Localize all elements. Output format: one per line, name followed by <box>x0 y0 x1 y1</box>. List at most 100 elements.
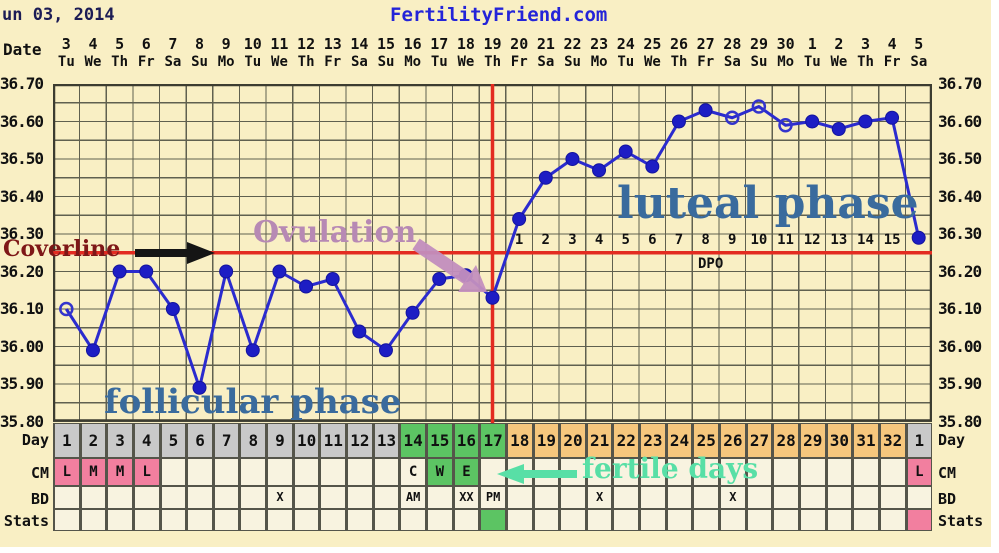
date-number: 13 <box>323 35 342 53</box>
cycle-day-row: 1 2 3 4 5 6 7 8 9 10 11 12 13 14 15 16 17 18 19 20 21 22 23 24 2… <box>53 423 933 458</box>
follicular-phase-label: follicular phase <box>104 382 402 422</box>
day-row-label-right: Day <box>938 431 966 449</box>
dpo-number: 14 <box>857 232 874 248</box>
bd-cell-30 <box>825 486 853 509</box>
y-tick-right: 36.70 <box>938 74 982 93</box>
temp-point-day-20 <box>565 152 580 166</box>
weekday: Mo <box>404 54 422 70</box>
dpo-number: 4 <box>594 232 604 248</box>
dpo-number: 13 <box>830 232 848 248</box>
weekday: Sa <box>350 54 368 70</box>
ovulation-arrow-icon <box>412 238 472 285</box>
day-cell-14: 14 <box>399 423 426 458</box>
dpo-number: 15 <box>883 232 901 248</box>
stats-cell-2 <box>79 509 107 531</box>
bd-cell-5 <box>159 486 187 509</box>
stats-cell-33 <box>905 509 933 531</box>
cm-cell-21 <box>585 458 613 486</box>
temp-point-day-27 <box>751 99 767 114</box>
bd-cell-9: X <box>266 486 293 509</box>
date-number: 22 <box>563 35 582 53</box>
date-number: 8 <box>195 35 205 53</box>
weekday: Su <box>564 54 581 70</box>
stats-cell-1 <box>53 509 80 531</box>
temp-point-day-12 <box>352 324 367 339</box>
day-cell-16: 16 <box>452 423 480 458</box>
bd-cell-13 <box>372 486 400 509</box>
stats-cell-4 <box>132 509 160 531</box>
temp-point-day-15 <box>432 272 447 286</box>
bd-cell-31 <box>852 486 879 509</box>
cm-cell-12 <box>346 458 373 486</box>
date-number: 10 <box>243 35 262 53</box>
stats-cell-30 <box>825 509 853 531</box>
weekday: We <box>271 54 288 70</box>
bd-cell-27 <box>745 486 773 509</box>
temp-point-day-7 <box>219 264 234 279</box>
dpo-number: 7 <box>674 232 684 248</box>
bd-row-label-left: BD <box>30 490 49 508</box>
cm-cell-26 <box>719 458 746 486</box>
y-tick-left: 35.80 <box>0 411 44 431</box>
dpo-number: 6 <box>648 232 657 248</box>
site-title-link[interactable]: FertilityFriend.com <box>390 4 608 26</box>
day-cell-30: 30 <box>825 423 853 458</box>
cm-cell-1: L <box>53 458 80 486</box>
ovulation-arrowhead-icon <box>458 265 487 292</box>
cm-cell-27 <box>745 458 773 486</box>
weekday: Fr <box>137 54 155 70</box>
y-tick-left: 36.60 <box>0 111 44 131</box>
cm-row-label-right: CM <box>938 464 957 482</box>
dpo-number: 11 <box>777 232 794 248</box>
stats-cell-24 <box>665 509 693 531</box>
stats-cell-25 <box>692 509 720 531</box>
cycle-start-date: un 03, 2014 <box>2 5 115 25</box>
day-cell-12: 12 <box>346 423 373 458</box>
cm-cell-14: C <box>399 458 426 486</box>
day-cell-15: 15 <box>425 423 453 458</box>
date-number: 4 <box>887 35 897 53</box>
temp-point-day-29 <box>805 114 820 129</box>
date-number: 16 <box>403 35 422 53</box>
date-number: 27 <box>696 35 715 53</box>
date-number: 28 <box>723 35 742 53</box>
dpo-number: 5 <box>621 232 630 248</box>
bd-cell-14: AM <box>399 486 426 509</box>
temp-point-day-25 <box>698 103 713 118</box>
bd-cell-7 <box>212 486 240 509</box>
weekday: Sa <box>910 54 928 70</box>
bd-cell-24 <box>665 486 693 509</box>
stats-cell-13 <box>372 509 400 531</box>
temp-point-day-2 <box>85 343 100 358</box>
stats-cell-5 <box>159 509 187 531</box>
y-tick-left: 35.90 <box>0 374 44 393</box>
bd-cell-20 <box>559 486 586 509</box>
stats-cell-31 <box>852 509 879 531</box>
edge-strip <box>0 547 999 553</box>
cm-cell-16: E <box>452 458 480 486</box>
day-cell-7: 7 <box>212 423 240 458</box>
weekday: We <box>84 54 102 70</box>
stats-cell-7 <box>212 509 240 531</box>
cm-cell-30 <box>825 458 853 486</box>
temp-point-day-9 <box>272 264 287 279</box>
stats-cell-20 <box>559 509 586 531</box>
dpo-label: DPO <box>698 256 724 272</box>
weekday: Sa <box>164 54 182 70</box>
weekday: Mo <box>217 54 235 70</box>
day-cell-31: 31 <box>852 423 879 458</box>
weekday: Su <box>750 54 768 70</box>
temp-point-day-5 <box>165 302 180 316</box>
bd-cell-16: XX <box>452 486 480 509</box>
temp-point-day-30 <box>831 122 846 136</box>
luteal-phase-label: luteal phase <box>617 178 919 229</box>
y-tick-left: 36.30 <box>0 224 44 243</box>
day-cell-11: 11 <box>319 423 347 458</box>
weekday: Su <box>191 54 208 70</box>
cm-cell-25 <box>692 458 720 486</box>
weekday: Th <box>857 54 874 70</box>
y-tick-left: 36.00 <box>0 336 44 356</box>
date-number: 17 <box>430 35 449 53</box>
bd-cell-6 <box>186 486 213 509</box>
y-tick-right: 35.80 <box>938 411 982 431</box>
